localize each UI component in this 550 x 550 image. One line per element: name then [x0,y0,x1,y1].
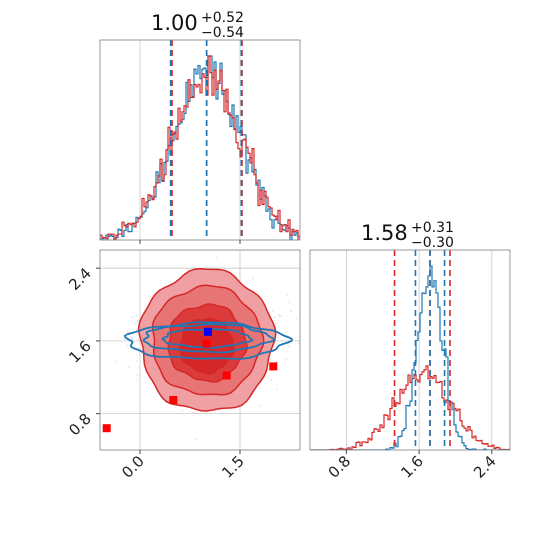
bl-blue-contour-outer [123,321,294,360]
bl-ytick-label: 0.8 [65,410,95,440]
bl-sample-point [136,374,139,377]
tl-title: 1.00 +0.52 −0.54 [151,10,244,41]
bl-sample-point [271,309,274,312]
bl-blue-contours [123,321,294,360]
bl-sample-point [138,319,140,322]
br-axes-frame [309,249,511,451]
bl-sample-point [297,342,300,345]
bl-sample-point [258,404,261,407]
tl-histograms [100,55,300,240]
br-ticks: 0.8 1.6 2.4 [325,450,500,482]
br-hist-red [310,365,510,450]
bl-sample-point [191,411,194,414]
tl-title-value: 1.00 [151,11,198,35]
br-title-value: 1.58 [361,221,408,245]
bl-axes-frame [99,249,301,451]
bl-marker-red [202,339,211,348]
bl-marker-red [102,424,111,433]
bl-sample-point [126,344,129,347]
bl-sample-point [215,256,218,259]
bl-markers [102,327,278,433]
bl-ytick-label: 1.6 [65,337,95,367]
tl-quantile-lines [169,40,243,240]
br-xtick-label: 1.6 [397,452,427,482]
bl-marker-red [222,371,231,380]
bl-marker-red [269,362,278,371]
bl-sample-point [136,359,139,362]
bl-sample-point [276,388,278,390]
br-title-minus: −0.30 [411,235,454,251]
bl-blue-contour-inner [161,328,254,349]
bl-sample-point [252,277,254,280]
bl-sample-point [280,315,283,318]
bl-sample-point [304,324,306,326]
bl-sample-point [194,438,197,441]
bl-sample-point [276,336,279,339]
tl-title-plus: +0.52 [201,10,244,26]
tl-ticks [139,240,241,244]
br-xtick-label: 2.4 [470,452,500,482]
bl-marker-red [169,396,178,404]
bl-sample-point [288,301,291,304]
bl-sample-point [141,352,143,355]
bl-sample-point [301,354,303,356]
tl-hist-red [100,55,300,240]
br-grid [345,250,493,450]
bl-sample-point [181,409,183,412]
br-hist-blue [310,265,510,450]
tl-axes-frame [99,39,301,241]
bl-sample-point [295,317,298,320]
tl-hist-blue [100,55,300,240]
bl-sample-point [246,281,249,284]
bl-xtick-label: 0.0 [118,452,148,482]
panel-bottom-right-histogram: 1.58 +0.31 −0.30 0.8 1.6 2.4 [309,220,511,482]
bl-sample-point [115,361,117,363]
bl-sample-point [288,345,291,348]
br-title-plus: +0.31 [411,220,454,236]
bl-ytick-label: 2.4 [65,264,95,294]
bl-sample-point [259,387,262,389]
bl-xtick-label: 1.5 [218,452,248,482]
bl-sample-point [311,337,313,339]
bl-sample-point [290,310,292,312]
bl-sample-point [128,366,131,369]
br-histograms [310,265,510,450]
bl-sample-point [278,315,280,317]
bl-sample-point [134,322,137,325]
bl-sample-point [135,379,138,382]
bl-blue-contour-mid [142,323,276,354]
br-xtick-label: 0.8 [325,452,355,482]
bl-sample-point [131,338,134,340]
bl-sample-point [269,357,272,360]
bl-marker-blue [204,327,212,336]
panel-bottom-left-density: 0.0 1.5 0.8 1.6 2.4 [65,249,313,482]
bl-sample-point [278,313,280,316]
bl-sample-point [193,411,196,414]
bl-sample-point [131,316,134,319]
bl-sample-point [126,331,129,333]
bl-sample-point [135,315,138,317]
bl-sample-point [144,304,146,307]
tl-grid [139,40,241,240]
tl-title-minus: −0.54 [201,25,244,41]
bl-sample-point [285,358,288,361]
bl-sample-point [285,331,288,333]
bl-sample-point [273,316,276,318]
panel-top-left-histogram: 1.00 +0.52 −0.54 [99,10,301,244]
bl-sample-point [131,337,134,339]
bl-sample-point [136,320,139,323]
bl-sample-point [219,409,221,412]
bl-sample-point [275,322,277,325]
br-quantile-lines [393,250,451,450]
br-title: 1.58 +0.31 −0.30 [361,220,454,251]
bl-sample-point [286,294,289,297]
bl-sample-point [270,379,273,382]
bl-sample-point [138,338,140,340]
